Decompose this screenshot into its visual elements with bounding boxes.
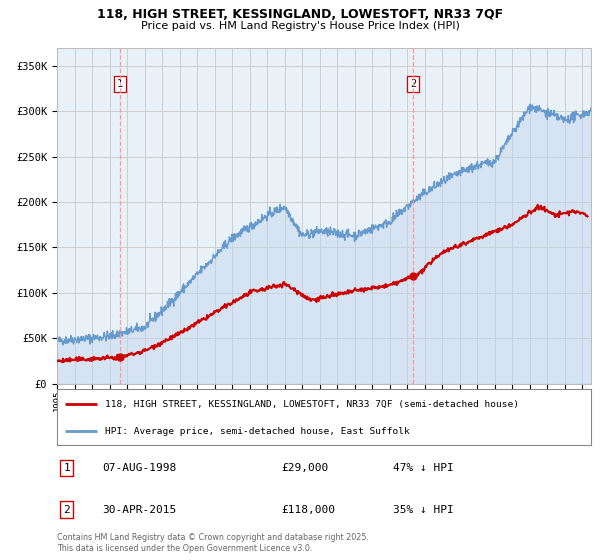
Text: Price paid vs. HM Land Registry's House Price Index (HPI): Price paid vs. HM Land Registry's House …	[140, 21, 460, 31]
Text: £29,000: £29,000	[281, 463, 329, 473]
Text: 118, HIGH STREET, KESSINGLAND, LOWESTOFT, NR33 7QF: 118, HIGH STREET, KESSINGLAND, LOWESTOFT…	[97, 8, 503, 21]
Text: Contains HM Land Registry data © Crown copyright and database right 2025.
This d: Contains HM Land Registry data © Crown c…	[57, 533, 369, 553]
Text: 1: 1	[117, 79, 123, 89]
Text: 30-APR-2015: 30-APR-2015	[103, 505, 176, 515]
Text: 47% ↓ HPI: 47% ↓ HPI	[394, 463, 454, 473]
Text: 118, HIGH STREET, KESSINGLAND, LOWESTOFT, NR33 7QF (semi-detached house): 118, HIGH STREET, KESSINGLAND, LOWESTOFT…	[105, 400, 519, 409]
Text: 35% ↓ HPI: 35% ↓ HPI	[394, 505, 454, 515]
Text: £118,000: £118,000	[281, 505, 335, 515]
Text: HPI: Average price, semi-detached house, East Suffolk: HPI: Average price, semi-detached house,…	[105, 427, 410, 436]
Text: 2: 2	[63, 505, 70, 515]
Text: 2: 2	[410, 79, 416, 89]
Text: 07-AUG-1998: 07-AUG-1998	[103, 463, 176, 473]
Text: 1: 1	[63, 463, 70, 473]
